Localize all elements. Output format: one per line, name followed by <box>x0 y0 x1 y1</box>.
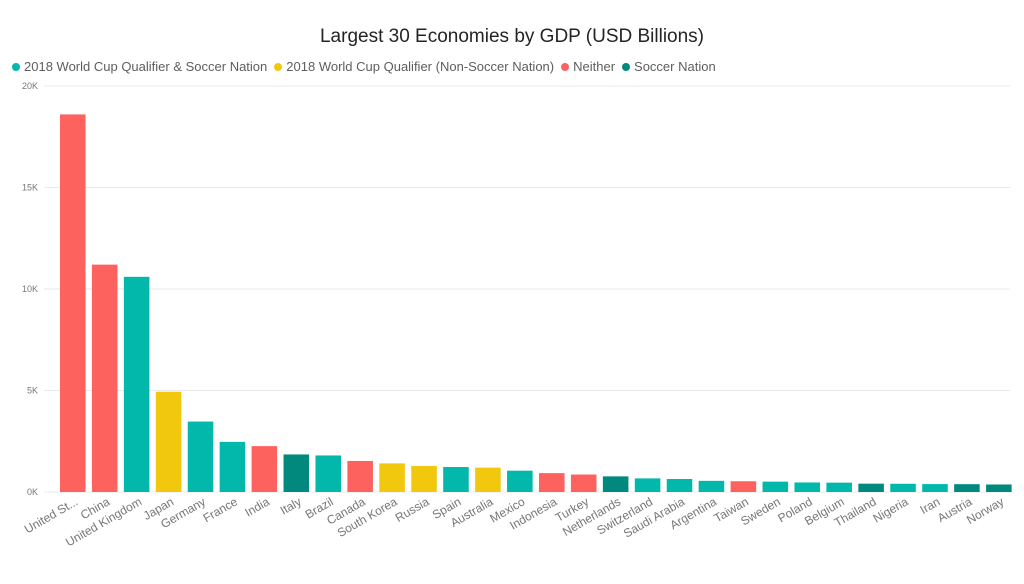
bar[interactable] <box>570 474 597 492</box>
legend-swatch-icon <box>561 62 570 71</box>
bar[interactable] <box>187 421 214 492</box>
bar[interactable] <box>539 473 565 492</box>
legend-item-qualifier-non-soccer[interactable]: 2018 World Cup Qualifier (Non-Soccer Nat… <box>274 59 554 74</box>
legend-label: Soccer Nation <box>634 59 716 74</box>
y-tick-label: 20K <box>22 81 38 91</box>
legend-item-qualifier-soccer[interactable]: 2018 World Cup Qualifier & Soccer Nation <box>12 59 267 74</box>
y-tick-label: 0K <box>27 487 38 497</box>
x-tick-label: United St... <box>22 494 80 536</box>
legend-label: 2018 World Cup Qualifier (Non-Soccer Nat… <box>286 59 555 74</box>
bar[interactable] <box>507 470 533 492</box>
bar[interactable] <box>219 441 246 492</box>
legend-swatch-icon <box>12 62 20 71</box>
bar[interactable] <box>634 478 661 492</box>
x-tick-label: Nigeria <box>871 494 911 525</box>
y-tick-label: 15K <box>22 183 38 193</box>
bar[interactable] <box>954 484 980 492</box>
bar[interactable] <box>698 480 725 492</box>
bar[interactable] <box>60 114 86 493</box>
bar[interactable] <box>826 482 852 492</box>
x-tick-label: Russia <box>393 494 432 525</box>
bar[interactable] <box>762 481 789 492</box>
y-tick-label: 5K <box>27 386 38 396</box>
bar[interactable] <box>123 276 150 492</box>
x-tick-label: Norway <box>964 494 1006 526</box>
x-tick-label: India <box>242 494 272 519</box>
bar[interactable] <box>251 446 278 492</box>
legend-label: 2018 World Cup Qualifier & Soccer Nation <box>24 59 268 74</box>
bar[interactable] <box>858 483 884 492</box>
bar[interactable] <box>315 455 342 492</box>
bar[interactable] <box>922 484 948 492</box>
x-tick-label: France <box>201 494 241 525</box>
legend-item-soccer-nation[interactable]: Soccer Nation <box>622 59 716 74</box>
bar[interactable] <box>155 391 182 492</box>
bar[interactable] <box>91 264 118 492</box>
chart-title: Largest 30 Economies by GDP (USD Billion… <box>319 26 705 47</box>
legend: 2018 World Cup Qualifier & Soccer Nation… <box>12 59 723 74</box>
bar[interactable] <box>890 483 916 492</box>
bar[interactable] <box>730 481 757 492</box>
bar[interactable] <box>602 476 629 492</box>
y-tick-label: 10K <box>22 284 38 294</box>
bar[interactable] <box>283 454 310 492</box>
bar[interactable] <box>347 460 373 492</box>
bar[interactable] <box>794 482 821 492</box>
legend-label: Neither <box>573 59 616 74</box>
legend-swatch-icon <box>274 62 283 71</box>
bar[interactable] <box>411 466 437 492</box>
x-tick-label: Italy <box>278 494 304 517</box>
bar[interactable] <box>443 467 469 492</box>
bar[interactable] <box>379 463 405 492</box>
bar[interactable] <box>475 467 501 492</box>
bar[interactable] <box>666 479 693 492</box>
legend-item-neither[interactable]: Neither <box>561 59 615 74</box>
bar[interactable] <box>986 484 1012 492</box>
legend-swatch-icon <box>622 62 631 71</box>
